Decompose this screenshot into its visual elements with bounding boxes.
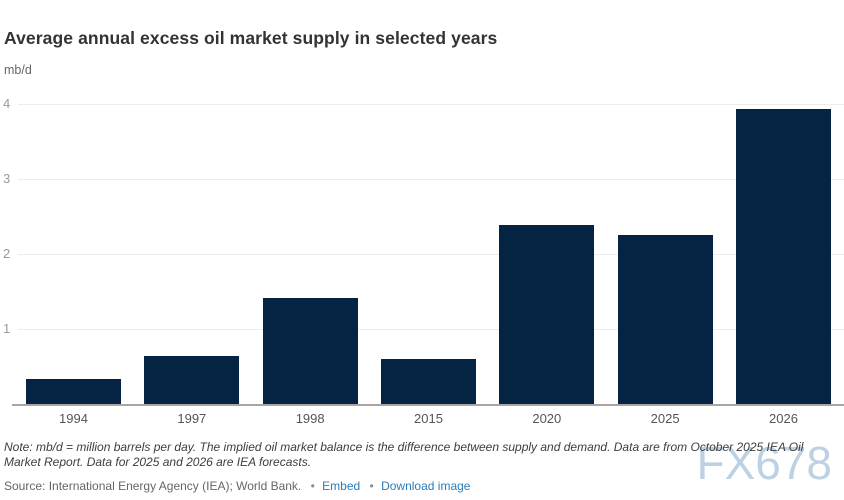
gridline-y-1 [18, 328, 844, 330]
gridline-y-4 [18, 103, 844, 105]
bar-2015 [380, 359, 476, 405]
note-text: Note: mb/d = million barrels per day. Th… [4, 440, 804, 469]
bar-2020 [499, 225, 595, 405]
bar-1997 [144, 355, 240, 405]
y-axis-tick-label: 2 [3, 246, 11, 262]
watermark: FX678 [696, 437, 832, 489]
bar-1998 [262, 297, 358, 405]
x-axis-line [12, 404, 844, 406]
x-axis-tick-label: 1997 [177, 411, 207, 426]
bar-1994 [26, 378, 121, 405]
source-text: Source: International Energy Agency (IEA… [4, 479, 302, 493]
source-line: Source: International Energy Agency (IEA… [4, 479, 470, 493]
chart-title: Average annual excess oil market supply … [4, 28, 498, 48]
gridline-y-2 [18, 253, 844, 255]
y-axis-unit-label: mb/d [4, 63, 32, 77]
x-axis-tick-label: 2026 [769, 411, 798, 426]
x-axis-tick-label: 2020 [532, 411, 562, 426]
bar-2025 [617, 234, 713, 405]
link-bullet: • [369, 479, 374, 493]
y-axis-tick-label: 4 [3, 96, 11, 112]
x-axis-tick-label: 1998 [295, 411, 325, 426]
download-image-link[interactable]: Download image [381, 479, 471, 493]
x-axis-tick-label: 1994 [59, 411, 88, 426]
gridline-y-3 [18, 178, 844, 180]
link-bullet: • [310, 479, 315, 493]
y-axis-tick-label: 1 [3, 321, 11, 337]
y-axis-tick-label: 3 [3, 171, 11, 187]
x-axis-tick-label: 2025 [650, 411, 680, 426]
bar-2026 [735, 108, 831, 405]
x-axis-tick-label: 2015 [414, 411, 443, 426]
embed-link[interactable]: Embed [322, 479, 361, 493]
